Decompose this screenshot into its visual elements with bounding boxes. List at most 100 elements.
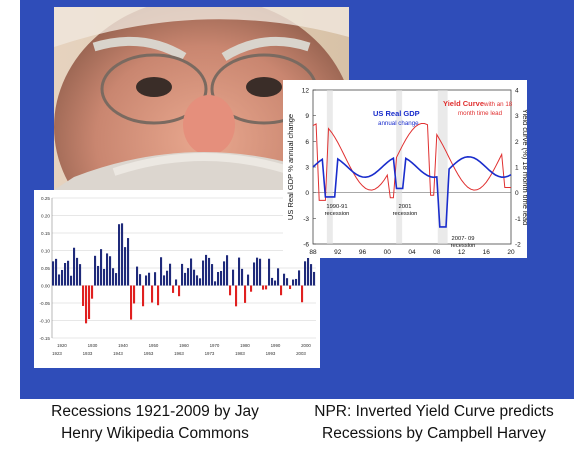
bar — [178, 285, 181, 297]
x-tick-label: 1940 — [118, 343, 128, 348]
x-tick-label: 1983 — [235, 351, 245, 356]
x-tick-label: 16 — [483, 249, 491, 256]
x-tick-label: 2000 — [301, 343, 311, 348]
legend-yield-note2: month time lead — [458, 110, 503, 117]
bar — [226, 255, 229, 286]
bar — [157, 285, 160, 306]
bar — [100, 249, 103, 286]
y-left-tick-label: -3 — [303, 216, 309, 223]
recession-annotation-year: 2007- 09 — [452, 236, 475, 242]
bar — [214, 281, 217, 286]
bar — [85, 285, 88, 324]
y-tick-label: 0.25 — [41, 196, 50, 201]
bar — [292, 279, 295, 286]
y-right-axis-title: Yield curve (%) 18 month time lead — [521, 109, 527, 225]
bar — [304, 261, 307, 286]
recession-band — [437, 90, 448, 244]
x-tick-label: 1950 — [149, 343, 159, 348]
bar — [307, 255, 310, 286]
bar — [97, 265, 100, 286]
x-tick-label: 2003 — [296, 351, 306, 356]
y-tick-label: 0.00 — [41, 284, 50, 289]
bar — [196, 275, 199, 286]
bars — [52, 223, 316, 324]
recession-annotation-label: recession — [393, 211, 418, 217]
x-tick-label: 1963 — [174, 351, 184, 356]
bar — [286, 278, 289, 286]
bar — [310, 264, 313, 286]
y-right-tick-label: 4 — [515, 88, 519, 95]
bar — [259, 258, 262, 286]
x-tick-label: 1973 — [205, 351, 215, 356]
bar — [265, 285, 268, 290]
gdp-line — [312, 155, 512, 228]
x-tick-label: 1960 — [179, 343, 189, 348]
y-left-tick-label: 3 — [305, 165, 309, 172]
bar — [88, 285, 91, 320]
bar — [202, 260, 205, 286]
bar — [271, 277, 274, 286]
bar — [139, 274, 142, 286]
y-right-tick-label: 1 — [515, 165, 519, 172]
bar — [211, 264, 214, 286]
y-right-tick-label: -2 — [515, 242, 521, 249]
legend-gdp-name: US Real GDP — [373, 109, 420, 118]
bar — [277, 268, 280, 286]
recession-annotation-label: recession — [325, 211, 350, 217]
y-right-tick-label: 0 — [515, 190, 519, 197]
bar — [253, 262, 256, 286]
bar — [262, 285, 265, 290]
bar — [295, 278, 298, 286]
x-tick-label: 96 — [359, 249, 367, 256]
y-right-tick-label: 3 — [515, 113, 519, 120]
legend-gdp-note: annual change — [378, 120, 419, 127]
bar — [106, 253, 109, 286]
bar — [169, 263, 172, 286]
bar — [52, 261, 55, 286]
bar — [298, 270, 301, 286]
x-tick-label: 1980 — [240, 343, 250, 348]
bar — [151, 285, 154, 303]
y-left-tick-label: -6 — [303, 242, 309, 249]
x-tick-label: 00 — [384, 249, 392, 256]
bar — [229, 285, 232, 296]
x-tick-label: 1923 — [52, 351, 62, 356]
bar — [166, 270, 169, 286]
bar — [199, 278, 202, 286]
y-right-tick-label: 2 — [515, 139, 519, 146]
legend-yield-name: Yield Curve — [443, 99, 484, 108]
bar — [94, 255, 97, 286]
y-tick-label: 0.10 — [41, 249, 50, 254]
x-tick-label: 08 — [433, 249, 441, 256]
x-tick-label: 04 — [408, 249, 416, 256]
x-tick-label: 12 — [458, 249, 466, 256]
x-tick-label: 92 — [334, 249, 342, 256]
bar — [274, 280, 277, 286]
bar — [103, 268, 106, 286]
caption-right-line1: NPR: Inverted Yield Curve predicts — [314, 403, 554, 420]
legend-yield-note1: with an 18 — [483, 101, 513, 108]
bar — [55, 258, 58, 286]
bar — [268, 258, 271, 286]
y-tick-label: 0.05 — [41, 266, 50, 271]
bar — [256, 257, 259, 286]
x-tick-label: 1953 — [144, 351, 154, 356]
x-tick-label: 1990 — [271, 343, 281, 348]
bar — [124, 247, 127, 286]
bar — [112, 268, 115, 286]
bar — [109, 256, 112, 286]
x-tick-label: 20 — [507, 249, 515, 256]
y-tick-label: -0.05 — [40, 301, 51, 306]
bar — [175, 279, 178, 286]
x-tick-label: 88 — [309, 249, 317, 256]
bar — [154, 272, 157, 286]
y-left-tick-label: 9 — [305, 113, 309, 120]
y-left-axis-title: US Real GDP % annual change — [286, 114, 295, 220]
bar — [118, 224, 121, 286]
bar — [61, 269, 64, 286]
bar — [64, 262, 67, 286]
caption-left-line2: Henry Wikipedia Commons — [61, 425, 249, 442]
bar — [217, 271, 220, 286]
bar — [79, 264, 82, 286]
bar — [193, 269, 196, 286]
